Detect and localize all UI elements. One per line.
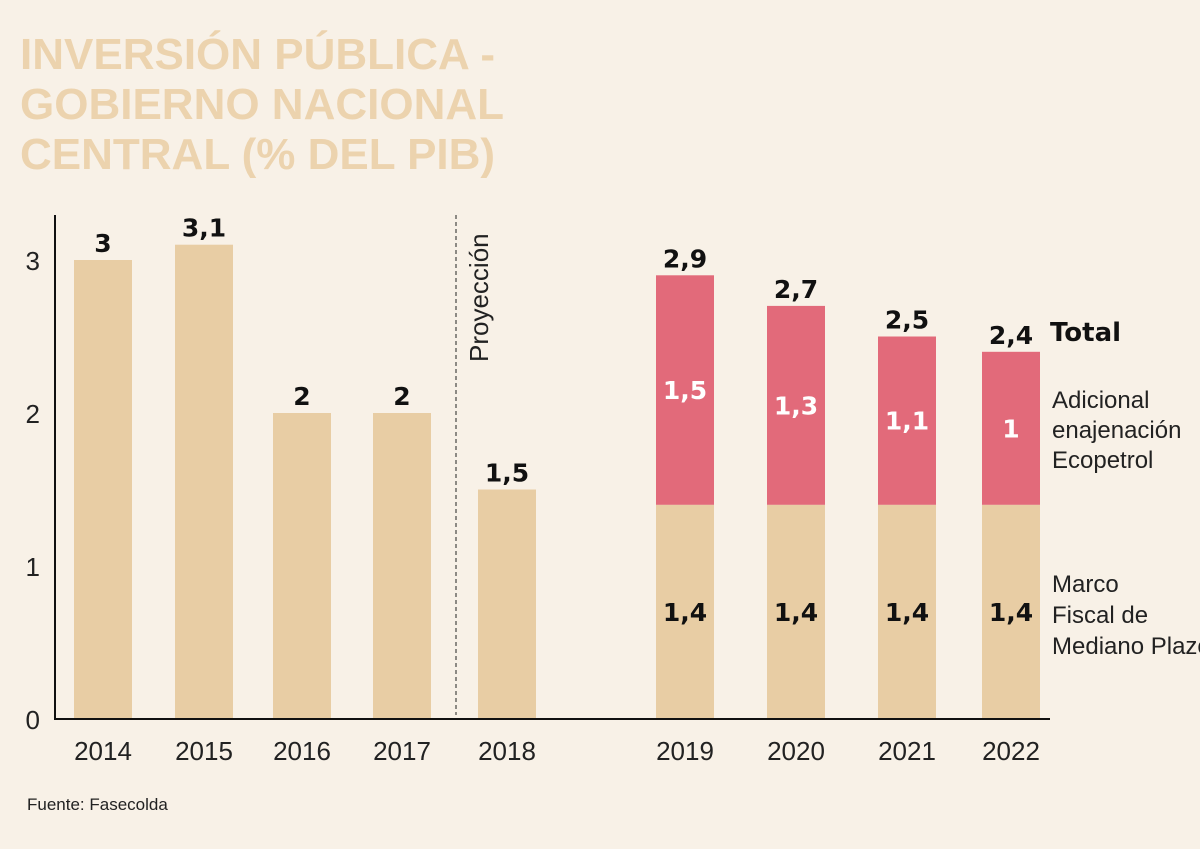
total-label-2022: 2,4 — [989, 321, 1033, 350]
value-label-2015: 3,1 — [182, 214, 226, 243]
segment-label-2021-1: 1,1 — [885, 407, 929, 436]
bar-segment-2022-0 — [982, 504, 1040, 719]
total-label-2020: 2,7 — [774, 275, 818, 304]
y-tick-label: 1 — [26, 552, 40, 582]
value-label-2016: 2 — [293, 382, 310, 411]
source-note: Fuente: Fasecolda — [27, 795, 168, 814]
bar-2017 — [373, 413, 431, 719]
legend-ecopetrol-line: enajenación — [1052, 417, 1181, 444]
segment-label-2019-1: 1,5 — [663, 376, 707, 405]
bar-2016 — [273, 413, 331, 719]
legend-mfmp-line: Marco — [1052, 571, 1119, 598]
legend-ecopetrol-line: Adicional — [1052, 387, 1149, 414]
bar-2014 — [74, 260, 132, 719]
segment-label-2019-0: 1,4 — [663, 598, 707, 627]
x-tick-label-2015: 2015 — [175, 736, 233, 766]
bar-segment-2021-1 — [878, 336, 936, 505]
projection-annotation: Proyección — [464, 233, 494, 362]
chart-title: INVERSIÓN PÚBLICA - GOBIERNO NACIONAL CE… — [20, 30, 504, 179]
bar-segment-2022-1 — [982, 351, 1040, 505]
legend-mfmp-line: Fiscal de — [1052, 602, 1148, 629]
x-tick-label-2018: 2018 — [478, 736, 536, 766]
value-label-2018: 1,5 — [485, 459, 529, 488]
bar-segment-2021-0 — [878, 504, 936, 719]
segment-label-2022-1: 1 — [1002, 414, 1019, 443]
y-tick-label: 2 — [26, 399, 40, 429]
total-label-2019: 2,9 — [663, 244, 707, 273]
segment-label-2021-0: 1,4 — [885, 598, 929, 627]
value-label-2014: 3 — [94, 229, 111, 258]
segment-label-2020-0: 1,4 — [774, 598, 818, 627]
legend-total: Total — [1050, 318, 1121, 348]
x-tick-label-2021: 2021 — [878, 736, 936, 766]
legend-mfmp-line: Mediano Plazo — [1052, 633, 1200, 660]
bar-segment-2019-0 — [656, 504, 714, 719]
y-tick-label: 0 — [26, 705, 40, 735]
y-tick-label: 3 — [26, 246, 40, 276]
x-tick-label-2019: 2019 — [656, 736, 714, 766]
segment-label-2020-1: 1,3 — [774, 391, 818, 420]
bar-2015 — [175, 244, 233, 719]
bar-segment-2019-1 — [656, 275, 714, 505]
legend-ecopetrol-line: Ecopetrol — [1052, 447, 1153, 474]
value-label-2017: 2 — [393, 382, 410, 411]
bar-segment-2020-0 — [767, 504, 825, 719]
bar-2018 — [478, 489, 536, 719]
segment-label-2022-0: 1,4 — [989, 598, 1033, 627]
x-tick-label-2014: 2014 — [74, 736, 132, 766]
x-tick-label-2016: 2016 — [273, 736, 331, 766]
x-tick-label-2022: 2022 — [982, 736, 1040, 766]
x-tick-label-2020: 2020 — [767, 736, 825, 766]
bar-segment-2020-1 — [767, 305, 825, 505]
total-label-2021: 2,5 — [885, 306, 929, 335]
x-tick-label-2017: 2017 — [373, 736, 431, 766]
